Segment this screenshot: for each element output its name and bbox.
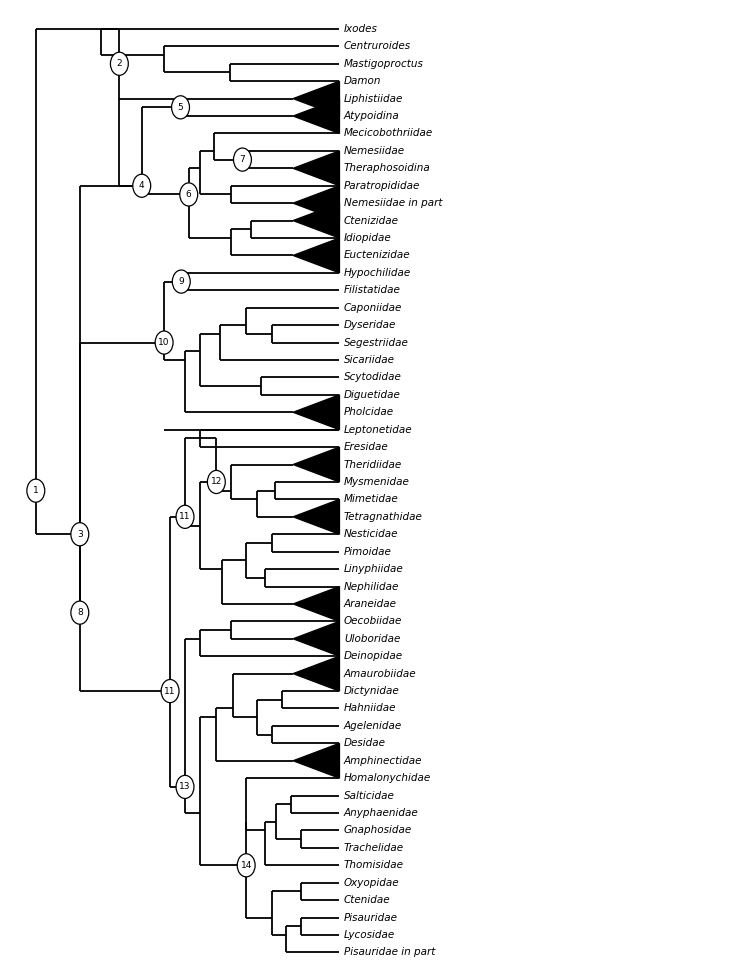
Text: Hahniidae: Hahniidae — [344, 704, 396, 713]
Text: Pholcidae: Pholcidae — [344, 407, 394, 417]
Polygon shape — [293, 395, 339, 430]
Text: Tetragnathidae: Tetragnathidae — [344, 512, 423, 522]
Text: Euctenizidae: Euctenizidae — [344, 251, 410, 260]
Text: 11: 11 — [179, 512, 191, 522]
Polygon shape — [293, 203, 339, 238]
Text: Mastigoproctus: Mastigoproctus — [344, 59, 424, 68]
Circle shape — [27, 479, 45, 502]
Text: Oecobiidae: Oecobiidae — [344, 616, 402, 627]
Text: 8: 8 — [77, 608, 83, 617]
Polygon shape — [293, 81, 339, 116]
Text: Salticidae: Salticidae — [344, 790, 395, 801]
Text: Damon: Damon — [344, 76, 381, 86]
Text: 14: 14 — [240, 861, 252, 870]
Text: Theridiidae: Theridiidae — [344, 460, 402, 469]
Text: Liphistiidae: Liphistiidae — [344, 94, 404, 103]
Text: Scytodidae: Scytodidae — [344, 372, 402, 383]
Circle shape — [71, 602, 89, 625]
Text: Diguetidae: Diguetidae — [344, 389, 401, 400]
Text: Amaurobiidae: Amaurobiidae — [344, 669, 416, 679]
Polygon shape — [293, 186, 339, 221]
Text: Eresidae: Eresidae — [344, 442, 389, 452]
Text: Leptonetidae: Leptonetidae — [344, 425, 413, 435]
Polygon shape — [293, 499, 339, 534]
Text: Caponiidae: Caponiidae — [344, 303, 402, 312]
Text: Pisauridae in part: Pisauridae in part — [344, 948, 435, 957]
Circle shape — [207, 470, 225, 494]
Text: Ixodes: Ixodes — [344, 24, 377, 34]
Text: Ctenizidae: Ctenizidae — [344, 216, 399, 226]
Text: Paratropididae: Paratropididae — [344, 180, 420, 191]
Text: Nemesiidae in part: Nemesiidae in part — [344, 199, 442, 208]
Text: Amphinectidae: Amphinectidae — [344, 756, 422, 765]
Text: 6: 6 — [186, 190, 192, 199]
Text: Desidae: Desidae — [344, 738, 386, 748]
Text: Nesticidae: Nesticidae — [344, 529, 398, 539]
Text: Linyphiidae: Linyphiidae — [344, 564, 404, 575]
Circle shape — [237, 854, 255, 877]
Text: Dictynidae: Dictynidae — [344, 686, 400, 696]
Polygon shape — [293, 447, 339, 482]
Text: Homalonychidae: Homalonychidae — [344, 773, 431, 783]
Text: 9: 9 — [178, 277, 184, 286]
Text: Thomisidae: Thomisidae — [344, 860, 404, 870]
Text: Araneidae: Araneidae — [344, 599, 397, 609]
Text: Mimetidae: Mimetidae — [344, 495, 398, 504]
Polygon shape — [293, 238, 339, 273]
Text: 13: 13 — [179, 783, 191, 791]
Text: Pisauridae: Pisauridae — [344, 913, 398, 923]
Text: Centruroides: Centruroides — [344, 41, 411, 51]
Polygon shape — [293, 622, 339, 656]
Text: 3: 3 — [77, 530, 83, 539]
Text: 1: 1 — [33, 486, 39, 495]
Text: Idiopidae: Idiopidae — [344, 233, 392, 243]
Polygon shape — [293, 151, 339, 186]
Text: Hypochilidae: Hypochilidae — [344, 268, 411, 278]
Circle shape — [172, 95, 189, 119]
Polygon shape — [293, 656, 339, 691]
Text: 2: 2 — [116, 59, 122, 68]
Text: Dyseridae: Dyseridae — [344, 320, 396, 330]
Circle shape — [71, 522, 89, 546]
Text: Pimoidae: Pimoidae — [344, 547, 392, 556]
Text: Trachelidae: Trachelidae — [344, 843, 404, 853]
Text: Anyphaenidae: Anyphaenidae — [344, 808, 419, 818]
Circle shape — [161, 680, 179, 703]
Text: Deinopidae: Deinopidae — [344, 652, 403, 661]
Text: 5: 5 — [178, 103, 184, 112]
Circle shape — [110, 52, 128, 75]
Text: 12: 12 — [210, 477, 222, 487]
Text: Gnaphosidae: Gnaphosidae — [344, 825, 412, 836]
Text: 4: 4 — [139, 181, 145, 190]
Text: Uloboridae: Uloboridae — [344, 633, 401, 644]
Polygon shape — [293, 743, 339, 778]
Text: Oxyopidae: Oxyopidae — [344, 878, 400, 888]
Circle shape — [176, 775, 194, 798]
Text: Ctenidae: Ctenidae — [344, 896, 391, 905]
Text: Atypoidina: Atypoidina — [344, 111, 400, 121]
Text: 11: 11 — [164, 686, 176, 696]
Text: Theraphosoidina: Theraphosoidina — [344, 163, 430, 174]
Text: Agelenidae: Agelenidae — [344, 721, 402, 731]
Text: 7: 7 — [239, 155, 245, 164]
Polygon shape — [293, 98, 339, 133]
Circle shape — [172, 270, 190, 293]
Text: 10: 10 — [158, 338, 170, 347]
Text: Mysmenidae: Mysmenidae — [344, 477, 410, 487]
Circle shape — [233, 148, 251, 172]
Text: Lycosidae: Lycosidae — [344, 930, 395, 940]
Text: Mecicobothriidae: Mecicobothriidae — [344, 128, 433, 139]
Circle shape — [180, 183, 198, 206]
Polygon shape — [293, 586, 339, 622]
Text: Filistatidae: Filistatidae — [344, 285, 401, 295]
Circle shape — [155, 331, 173, 354]
Text: Nemesiidae: Nemesiidae — [344, 146, 405, 156]
Text: Nephilidae: Nephilidae — [344, 581, 399, 592]
Circle shape — [176, 505, 194, 528]
Circle shape — [133, 174, 151, 198]
Text: Sicariidae: Sicariidae — [344, 355, 395, 365]
Text: Segestriidae: Segestriidae — [344, 337, 409, 348]
